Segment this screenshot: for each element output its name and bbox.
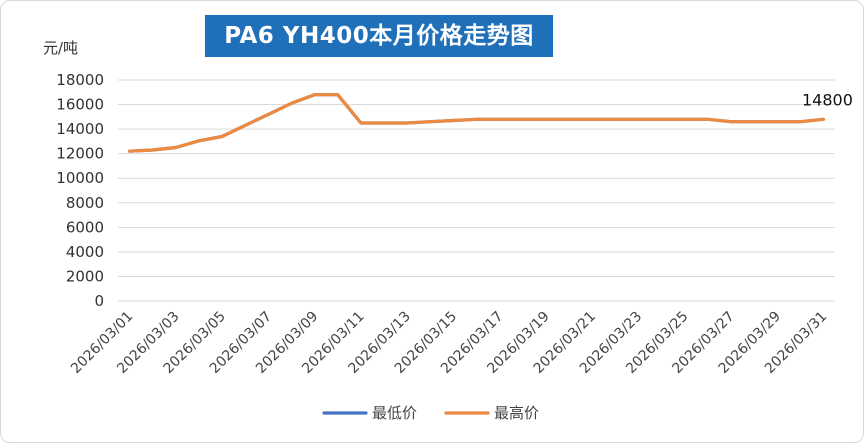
- y-tick-label: 2000: [66, 267, 104, 285]
- y-axis-ticks: 0 2000 4000 6000 8000 10000 12000 14000 16000 180…: [56, 71, 104, 310]
- y-tick-label: 18000: [56, 71, 104, 89]
- legend-label: 最高价: [494, 404, 539, 422]
- data-labels: 14800: [802, 90, 853, 109]
- y-tick-label: 12000: [56, 145, 104, 163]
- series-line-0: [128, 93, 826, 153]
- y-tick-label: 16000: [56, 96, 104, 114]
- y-tick-label: 0: [94, 292, 104, 310]
- data-label: 14800: [802, 90, 853, 109]
- grid-lines: [118, 79, 835, 302]
- series-lines: [128, 93, 826, 153]
- chart-title: PA6 YH400本月价格走势图: [205, 15, 553, 57]
- legend-label: 最低价: [372, 404, 417, 422]
- y-axis-unit-label: 元/吨: [43, 39, 79, 57]
- y-tick-label: 8000: [66, 194, 104, 212]
- y-tick-label: 14000: [56, 120, 104, 138]
- legend: 最低价 最高价: [322, 404, 539, 422]
- y-tick-label: 4000: [66, 243, 104, 261]
- series-line-1: [128, 93, 826, 153]
- y-tick-label: 6000: [66, 218, 104, 236]
- x-axis-ticks: 2026/03/012026/03/032026/03/052026/03/07…: [68, 309, 830, 377]
- y-tick-label: 10000: [56, 169, 104, 187]
